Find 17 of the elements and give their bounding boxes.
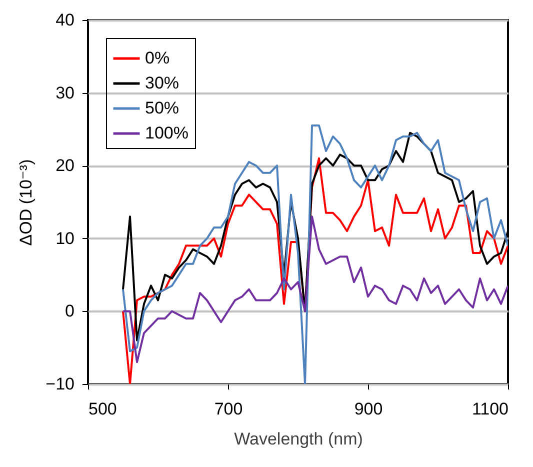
x-tick-label: 900 <box>354 400 383 418</box>
x-tick-label: 1100 <box>472 400 508 418</box>
legend-label: 50% <box>145 98 180 118</box>
y-tick-label: 30 <box>56 83 74 102</box>
x-tick-label: 500 <box>88 400 117 418</box>
legend-label: 30% <box>145 74 180 92</box>
y-tick-label: 20 <box>56 156 74 176</box>
legend-label: 0% <box>145 48 170 68</box>
x-tick-label: 700 <box>214 400 243 418</box>
line-series <box>122 216 508 364</box>
y-tick-label: 10 <box>56 228 74 248</box>
x-axis-title: Wavelength (nm) <box>234 430 363 448</box>
y-tick-label: 0 <box>65 302 74 321</box>
legend-label: 100% <box>145 124 188 142</box>
y-axis-title: ΔOD (10⁻³) <box>16 159 36 246</box>
y-tick-label: −10 <box>46 374 74 394</box>
y-tick-label: 40 <box>56 10 74 30</box>
